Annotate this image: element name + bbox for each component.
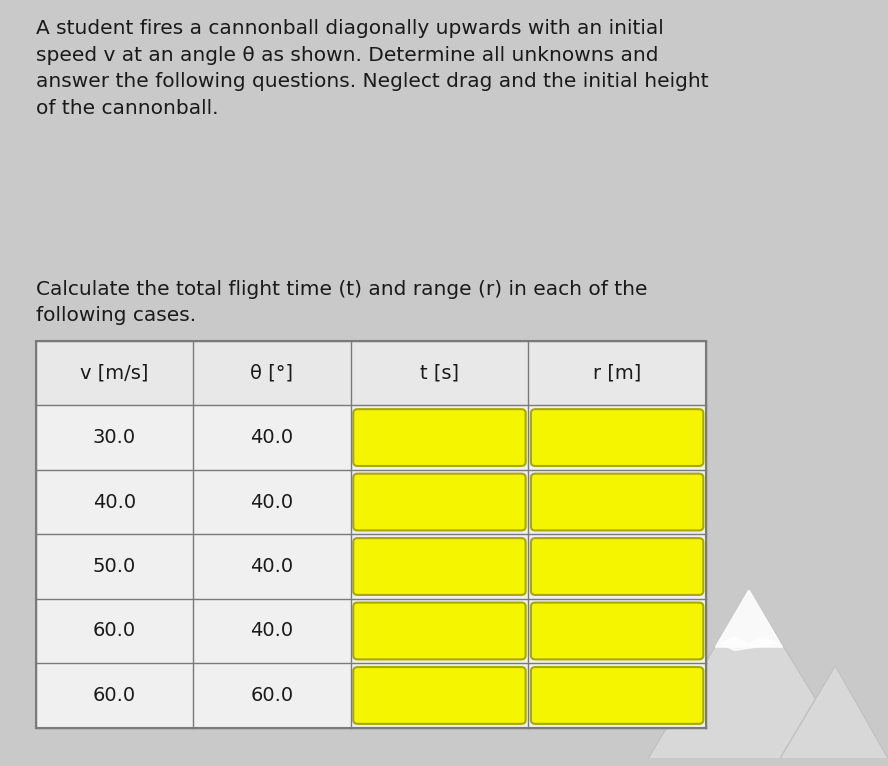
Polygon shape xyxy=(781,666,888,758)
Text: r [m]: r [m] xyxy=(593,364,641,382)
Text: θ [°]: θ [°] xyxy=(250,364,293,382)
Text: 60.0: 60.0 xyxy=(92,686,136,705)
Text: 40.0: 40.0 xyxy=(250,428,293,447)
Text: v [m/s]: v [m/s] xyxy=(80,364,148,382)
Text: 30.0: 30.0 xyxy=(92,428,136,447)
Text: 40.0: 40.0 xyxy=(250,621,293,640)
Polygon shape xyxy=(716,590,782,647)
Text: 60.0: 60.0 xyxy=(250,686,293,705)
Text: 40.0: 40.0 xyxy=(92,493,136,512)
Text: 60.0: 60.0 xyxy=(92,621,136,640)
Text: 40.0: 40.0 xyxy=(250,493,293,512)
Text: A student fires a cannonball diagonally upwards with an initial
speed v at an an: A student fires a cannonball diagonally … xyxy=(36,19,708,118)
Text: Calculate the total flight time (t) and range (r) in each of the
following cases: Calculate the total flight time (t) and … xyxy=(36,280,647,325)
Polygon shape xyxy=(648,590,852,758)
Text: 40.0: 40.0 xyxy=(250,557,293,576)
Text: t [s]: t [s] xyxy=(420,364,459,382)
Polygon shape xyxy=(720,637,778,650)
Text: 50.0: 50.0 xyxy=(92,557,136,576)
